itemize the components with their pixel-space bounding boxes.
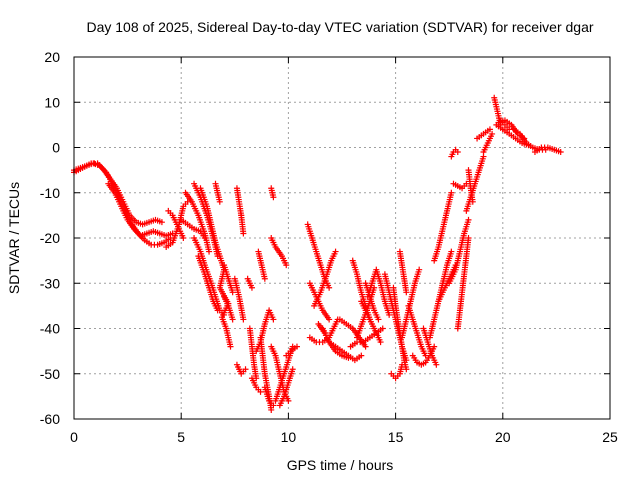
y-tick-label: 10: [44, 94, 60, 110]
y-tick-label: 0: [52, 140, 60, 156]
data-point: [289, 366, 296, 373]
data-point: [358, 352, 365, 359]
data-point: [257, 388, 264, 395]
data-point: [362, 343, 369, 350]
data-point: [332, 248, 339, 255]
x-tick-label: 15: [388, 429, 404, 445]
y-tick-label: -10: [40, 185, 60, 201]
x-tick-label: 10: [281, 429, 297, 445]
data-point: [469, 198, 476, 205]
data-point: [270, 402, 277, 409]
data-point: [158, 219, 165, 226]
data-point: [248, 284, 255, 291]
data-point: [416, 266, 423, 273]
data-point: [283, 262, 290, 269]
x-tick-label: 5: [177, 429, 185, 445]
y-tick-label: -20: [40, 230, 60, 246]
data-point: [431, 343, 438, 350]
data-point: [326, 284, 333, 291]
data-point: [489, 130, 496, 137]
data-point: [206, 248, 213, 255]
x-axis-label: GPS time / hours: [287, 457, 394, 473]
data-points: [71, 94, 564, 413]
data-point: [180, 235, 187, 241]
data-point: [448, 248, 455, 255]
data-point: [216, 198, 223, 205]
data-point: [465, 216, 472, 223]
data-point: [227, 343, 234, 350]
grid-lines: [74, 57, 610, 419]
data-point: [270, 194, 277, 201]
data-point: [214, 307, 221, 314]
data-point: [268, 406, 275, 413]
data-point: [486, 126, 493, 133]
y-axis-label: SDTVAR / TECUs: [6, 182, 22, 294]
data-point: [261, 275, 268, 282]
y-tick-label: 20: [44, 49, 60, 65]
data-point: [240, 316, 247, 323]
data-point: [293, 343, 300, 350]
data-point: [229, 289, 236, 296]
data-point: [229, 316, 236, 323]
data-point: [454, 149, 461, 156]
data-point: [433, 361, 440, 368]
x-tick-label: 0: [70, 429, 78, 445]
data-point: [448, 189, 455, 196]
data-point: [465, 235, 472, 241]
x-tick-label: 25: [602, 429, 618, 445]
y-tick-label: -60: [40, 411, 60, 427]
data-point: [285, 397, 292, 404]
axis-ticks: 0 5 10 15 20 25 -60 -50 -40 -30 -20 -10 0 10 20: [40, 49, 618, 445]
y-tick-label: -30: [40, 275, 60, 291]
data-point: [403, 366, 410, 373]
data-point: [242, 366, 249, 373]
y-tick-label: -40: [40, 321, 60, 337]
x-tick-label: 20: [495, 429, 511, 445]
data-point: [403, 289, 410, 296]
data-point: [379, 325, 386, 332]
data-point: [377, 339, 384, 346]
data-point: [375, 316, 382, 323]
chart-title: Day 108 of 2025, Sidereal Day-to-day VTE…: [86, 19, 593, 35]
data-point: [386, 311, 393, 318]
data-point: [270, 316, 277, 323]
data-point: [557, 149, 564, 156]
data-point: [240, 230, 247, 237]
data-point: [326, 316, 333, 323]
y-tick-label: -50: [40, 366, 60, 382]
